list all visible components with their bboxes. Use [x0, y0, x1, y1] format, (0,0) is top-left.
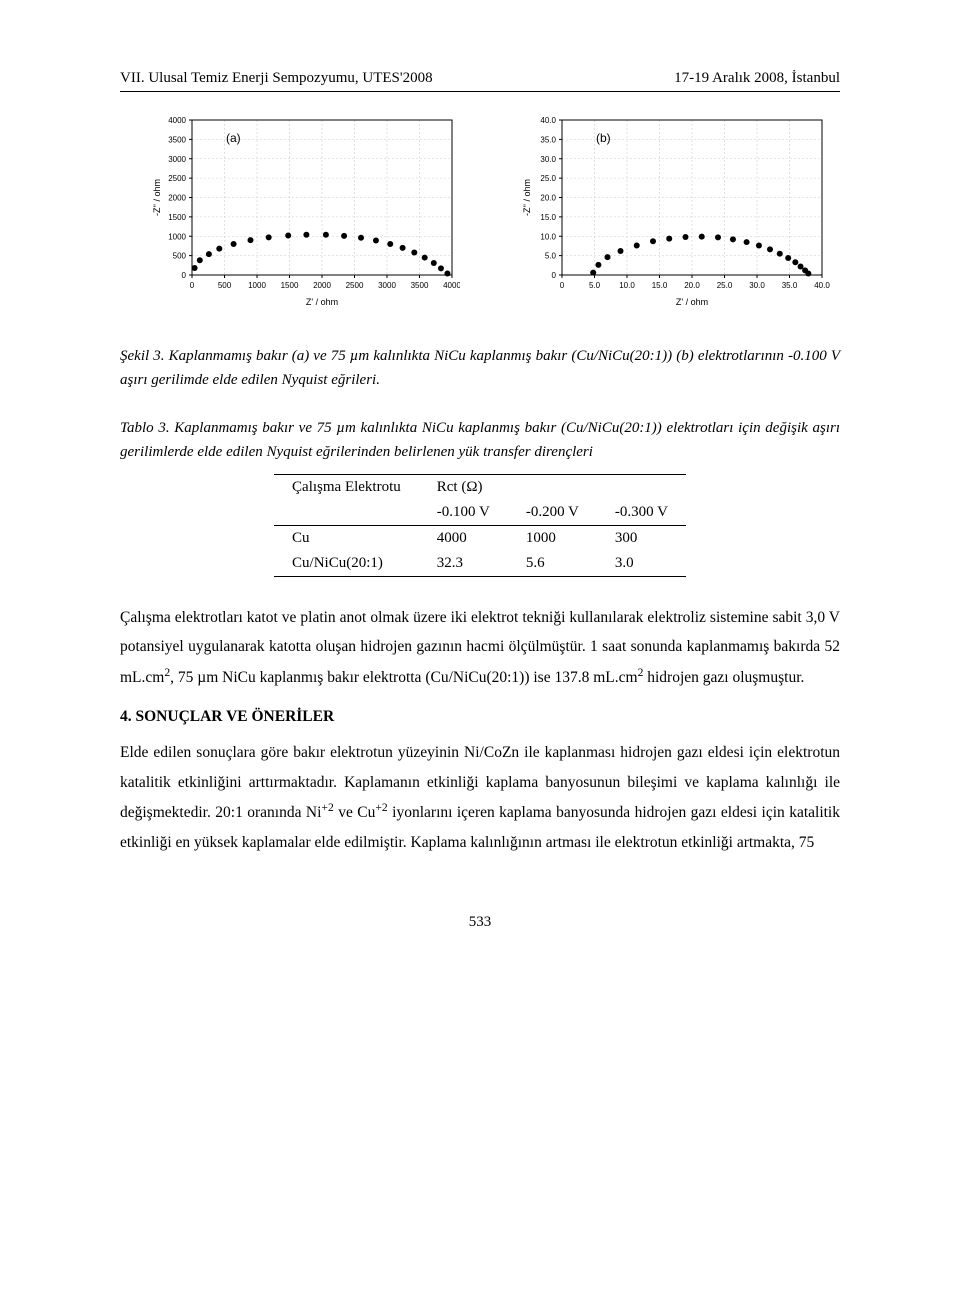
page-number: 533: [0, 914, 960, 931]
svg-text:(a): (a): [226, 131, 241, 145]
section-4-title: 4. SONUÇLAR VE ÖNERİLER: [120, 708, 840, 726]
svg-text:3500: 3500: [168, 135, 186, 144]
svg-text:500: 500: [173, 252, 187, 261]
table-cell: -0.100 V: [419, 500, 508, 526]
table-cell: 300: [597, 526, 686, 552]
table-head-electrode: Çalışma Elektrotu: [274, 475, 419, 501]
svg-text:40.0: 40.0: [814, 281, 830, 290]
svg-text:10.0: 10.0: [619, 281, 635, 290]
svg-text:-Z'' / ohm: -Z'' / ohm: [522, 179, 532, 216]
svg-text:2500: 2500: [346, 281, 364, 290]
svg-text:0: 0: [552, 271, 557, 280]
paragraph-2: Elde edilen sonuçlara göre bakır elektro…: [120, 738, 840, 857]
svg-text:1000: 1000: [248, 281, 266, 290]
nyquist-chart-b: 0 5.0 10.0 15.0 20.0 25.0 30.0 35.0 40.0 0 5.0 10.0…: [520, 114, 830, 314]
rct-table: Çalışma Elektrotu Rct (Ω) -0.100 V -0.20…: [274, 474, 686, 577]
table-cell: 32.3: [419, 551, 508, 577]
svg-text:1500: 1500: [281, 281, 299, 290]
svg-text:-Z'' / ohm: -Z'' / ohm: [152, 179, 162, 216]
svg-text:15.0: 15.0: [540, 213, 556, 222]
table-cell: Cu/NiCu(20:1): [274, 551, 419, 577]
svg-text:20.0: 20.0: [540, 194, 556, 203]
svg-text:5.0: 5.0: [589, 281, 601, 290]
figure-3-caption: Şekil 3. Kaplanmamış bakır (a) ve 75 µm …: [120, 344, 840, 392]
header-left: VII. Ulusal Temiz Enerji Sempozyumu, UTE…: [120, 70, 433, 87]
table-cell: 1000: [508, 526, 597, 552]
svg-text:20.0: 20.0: [684, 281, 700, 290]
table-cell: Cu: [274, 526, 419, 552]
svg-text:25.0: 25.0: [540, 174, 556, 183]
svg-text:500: 500: [218, 281, 232, 290]
svg-text:25.0: 25.0: [717, 281, 733, 290]
svg-text:3000: 3000: [168, 155, 186, 164]
svg-text:0: 0: [190, 281, 195, 290]
table-3-caption: Tablo 3. Kaplanmamış bakır ve 75 µm kalı…: [120, 416, 840, 464]
svg-text:2500: 2500: [168, 174, 186, 183]
svg-text:3500: 3500: [411, 281, 429, 290]
table-cell: -0.200 V: [508, 500, 597, 526]
table-cell: [274, 500, 419, 526]
svg-text:35.0: 35.0: [540, 135, 556, 144]
svg-text:3000: 3000: [378, 281, 396, 290]
svg-text:2000: 2000: [313, 281, 331, 290]
table-cell: -0.300 V: [597, 500, 686, 526]
svg-text:10.0: 10.0: [540, 232, 556, 241]
svg-text:30.0: 30.0: [540, 155, 556, 164]
table-cell: 3.0: [597, 551, 686, 577]
svg-text:Z' / ohm: Z' / ohm: [676, 297, 708, 307]
running-head: VII. Ulusal Temiz Enerji Sempozyumu, UTE…: [120, 70, 840, 92]
svg-text:0: 0: [182, 271, 187, 280]
header-right: 17-19 Aralık 2008, İstanbul: [674, 70, 840, 87]
svg-text:(b): (b): [596, 131, 611, 145]
table-head-rct: Rct (Ω): [419, 475, 686, 501]
svg-text:0: 0: [560, 281, 565, 290]
svg-text:30.0: 30.0: [749, 281, 765, 290]
paragraph-1: Çalışma elektrotları katot ve platin ano…: [120, 603, 840, 692]
svg-text:1500: 1500: [168, 213, 186, 222]
table-cell: 5.6: [508, 551, 597, 577]
svg-text:2000: 2000: [168, 194, 186, 203]
svg-text:Z' / ohm: Z' / ohm: [306, 297, 338, 307]
nyquist-chart-a: 0 500 1000 1500 2000 2500 3000 3500 4000 0 500 1000…: [150, 114, 460, 314]
svg-text:4000: 4000: [443, 281, 460, 290]
svg-text:1000: 1000: [168, 232, 186, 241]
svg-text:35.0: 35.0: [782, 281, 798, 290]
charts-row: 0 500 1000 1500 2000 2500 3000 3500 4000 0 500 1000…: [150, 114, 830, 314]
table-cell: 4000: [419, 526, 508, 552]
svg-text:5.0: 5.0: [545, 252, 557, 261]
svg-text:15.0: 15.0: [652, 281, 668, 290]
svg-text:4000: 4000: [168, 116, 186, 125]
svg-text:40.0: 40.0: [540, 116, 556, 125]
